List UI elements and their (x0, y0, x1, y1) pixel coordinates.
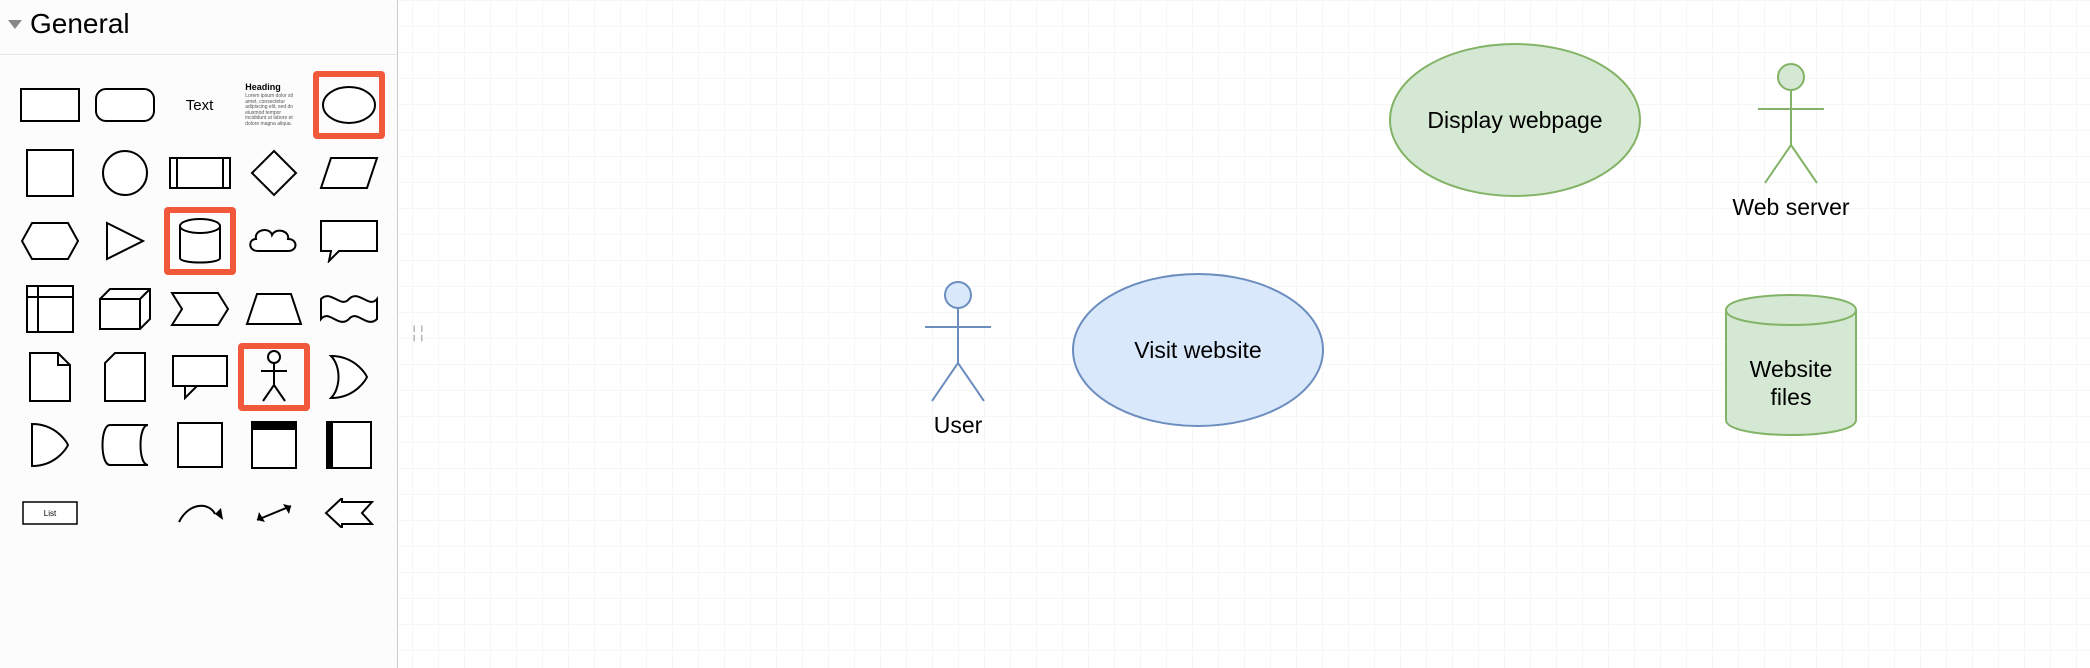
shape-triangle-right[interactable] (89, 207, 161, 275)
node-user-label: User (934, 412, 983, 438)
node-visit-website-label: Visit website (1134, 337, 1261, 363)
shape-circle[interactable] (89, 139, 161, 207)
heading-thumb-body: Lorem ipsum dolor sit amet, consectetur … (245, 94, 303, 127)
node-website-files-label-2: files (1771, 384, 1812, 410)
canvas-svg: Display webpage Web server User Visit we… (398, 0, 2090, 668)
palette-section-header[interactable]: General (0, 0, 397, 55)
node-web-server-label: Web server (1732, 194, 1850, 220)
shape-hexagon[interactable] (14, 207, 86, 275)
shape-square[interactable] (14, 139, 86, 207)
shape-tape[interactable] (313, 275, 385, 343)
shape-trapezoid[interactable] (238, 275, 310, 343)
shape-or-gate[interactable] (313, 343, 385, 411)
shape-rounded-rectangle[interactable] (89, 71, 161, 139)
shape-cloud[interactable] (238, 207, 310, 275)
shape-bidirectional-arrow[interactable] (238, 479, 310, 547)
shape-vertical-container[interactable] (238, 411, 310, 479)
node-web-server[interactable]: Web server (1732, 64, 1850, 220)
node-display-webpage[interactable]: Display webpage (1390, 44, 1640, 196)
shape-process-bar[interactable] (164, 139, 236, 207)
shape-note[interactable] (14, 343, 86, 411)
shape-diamond[interactable] (238, 139, 310, 207)
shape-rectangle[interactable] (14, 71, 86, 139)
shape-horizontal-container[interactable] (313, 411, 385, 479)
node-website-files-label-1: Website (1750, 356, 1833, 382)
svg-text:List: List (44, 509, 57, 518)
palette-section-title: General (30, 8, 130, 40)
shape-empty-1[interactable] (89, 479, 161, 547)
shape-actor[interactable] (238, 343, 310, 411)
shape-internal-storage[interactable] (14, 275, 86, 343)
shape-and-gate[interactable] (14, 411, 86, 479)
shape-heading-block[interactable]: Heading Lorem ipsum dolor sit amet, cons… (238, 71, 310, 139)
shape-plain-square[interactable] (164, 411, 236, 479)
shape-data-storage[interactable] (89, 411, 161, 479)
shape-cube[interactable] (89, 275, 161, 343)
shape-grid: Text Heading Lorem ipsum dolor sit amet,… (0, 55, 397, 547)
shape-curved-arrow[interactable] (164, 479, 236, 547)
shape-cylinder[interactable] (164, 207, 236, 275)
shape-palette-sidebar: General Text Heading Lorem ipsum dolor s… (0, 0, 398, 668)
shape-callout-speech[interactable] (164, 343, 236, 411)
shape-ellipse[interactable] (313, 71, 385, 139)
shape-list[interactable]: List (14, 479, 86, 547)
shape-callout-rect[interactable] (313, 207, 385, 275)
node-visit-website[interactable]: Visit website (1073, 274, 1323, 426)
diagram-canvas[interactable]: ╎╎ Display webpage Web server User (398, 0, 2090, 668)
collapse-triangle-icon (8, 20, 22, 29)
node-user[interactable]: User (925, 282, 991, 438)
shape-parallelogram[interactable] (313, 139, 385, 207)
shape-step[interactable] (164, 275, 236, 343)
shape-card[interactable] (89, 343, 161, 411)
shape-arrow-left[interactable] (313, 479, 385, 547)
heading-thumb-title: Heading (245, 83, 303, 93)
node-website-files[interactable]: Website files (1726, 295, 1856, 435)
text-label: Text (186, 97, 214, 114)
node-display-webpage-label: Display webpage (1427, 107, 1602, 133)
shape-text[interactable]: Text (164, 71, 236, 139)
